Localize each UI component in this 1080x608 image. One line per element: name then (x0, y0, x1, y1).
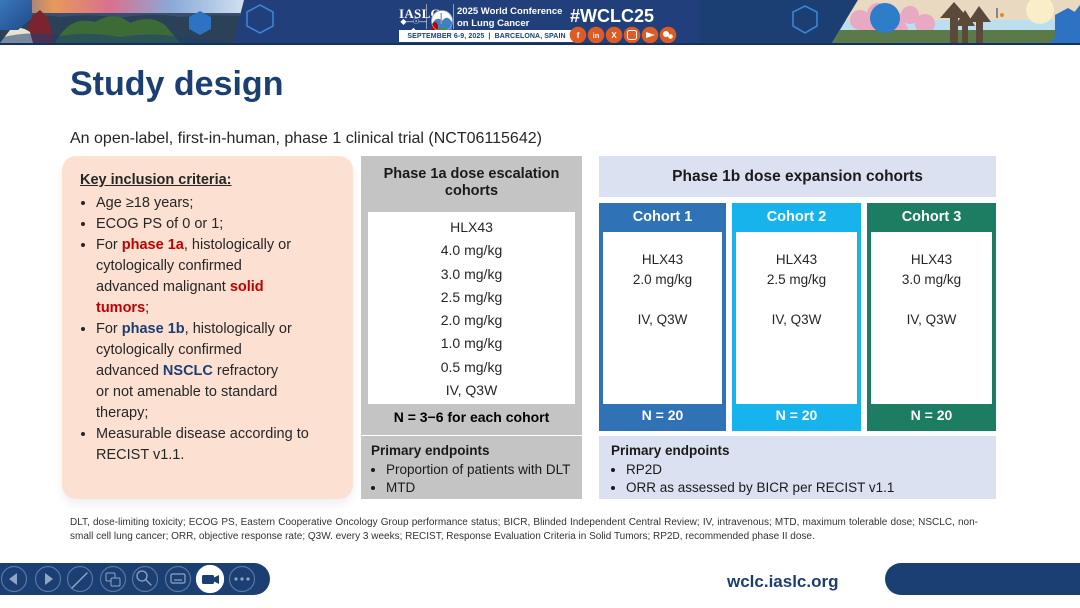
svg-text:X: X (611, 31, 617, 40)
svg-text:f: f (577, 30, 580, 40)
svg-text:in: in (593, 31, 600, 40)
